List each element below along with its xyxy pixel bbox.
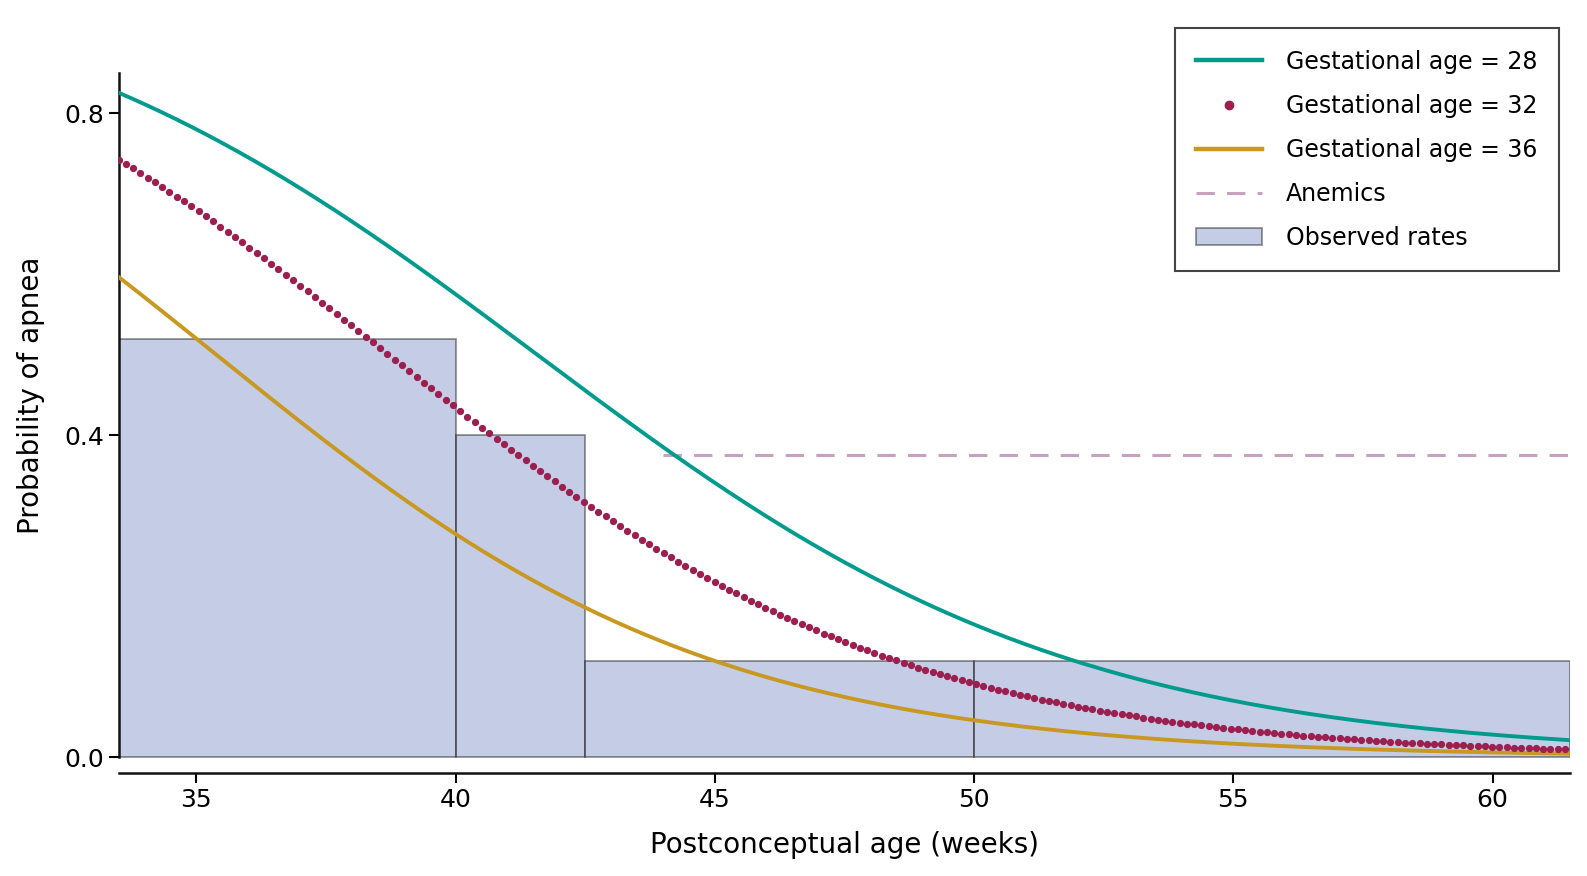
Y-axis label: Probability of apnea: Probability of apnea	[17, 257, 44, 533]
Legend: Gestational age = 28, Gestational age = 32, Gestational age = 36, Anemics, Obser: Gestational age = 28, Gestational age = …	[1174, 29, 1558, 272]
Bar	[455, 435, 586, 757]
X-axis label: Postconceptual age (weeks): Postconceptual age (weeks)	[651, 831, 1039, 859]
Bar	[586, 661, 974, 757]
Bar	[119, 339, 455, 757]
Bar	[974, 661, 1570, 757]
